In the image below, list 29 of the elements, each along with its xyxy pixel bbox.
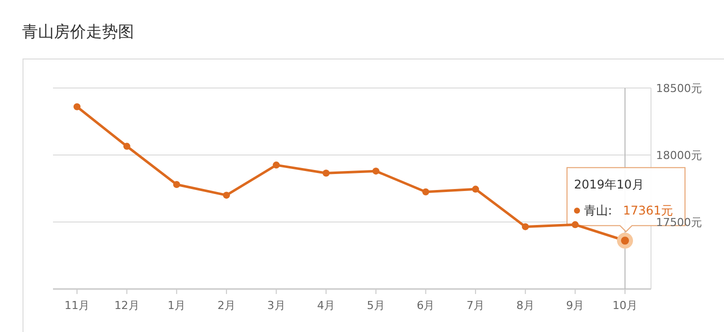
x-tick-label: 2月 [217, 299, 236, 312]
point [372, 168, 380, 175]
point [123, 142, 130, 150]
point [472, 186, 480, 193]
x-tick-label: 6月 [416, 299, 435, 312]
chart-title: 青山房价走势图 [22, 22, 134, 41]
point [173, 180, 180, 188]
x-tick-label: 1月 [168, 299, 186, 312]
x-tick-label: 8月 [516, 299, 534, 312]
annotation: 2019年10月 [574, 178, 644, 192]
x-tick-label: 10月 [612, 299, 638, 312]
x-tick-label: 9月 [566, 299, 584, 312]
point [422, 188, 430, 196]
point [74, 103, 80, 110]
point [322, 170, 330, 177]
point [572, 221, 579, 228]
x-tick-label: 11月 [64, 299, 90, 312]
legend-label: 青山: [584, 204, 612, 218]
x-tick-label: 12月 [114, 299, 140, 312]
data-label: 17361元 [623, 204, 674, 218]
x-tick-label: 3月 [267, 299, 286, 312]
y-tick-label: 18500元 [656, 82, 702, 95]
point [272, 162, 280, 169]
x-tick-label: 4月 [317, 299, 336, 312]
x-tick-label: 5月 [366, 299, 385, 312]
y-tick-label: 18000元 [656, 149, 702, 162]
point [222, 192, 230, 199]
point [522, 223, 529, 230]
x-tick-label: 7月 [466, 299, 485, 312]
